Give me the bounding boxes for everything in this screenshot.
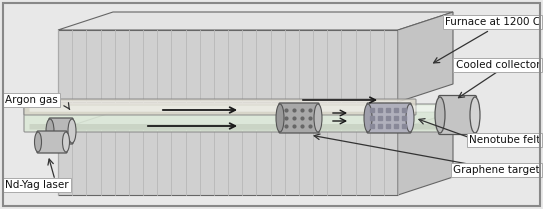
Ellipse shape: [435, 97, 445, 133]
Text: Furnace at 1200 C: Furnace at 1200 C: [445, 17, 540, 27]
FancyBboxPatch shape: [279, 103, 319, 133]
Ellipse shape: [364, 104, 372, 132]
Polygon shape: [398, 112, 453, 195]
Text: Cooled collector: Cooled collector: [456, 60, 540, 70]
FancyBboxPatch shape: [29, 124, 468, 130]
FancyBboxPatch shape: [29, 106, 468, 112]
Ellipse shape: [35, 132, 41, 152]
Text: Graphene target: Graphene target: [453, 165, 540, 175]
Polygon shape: [58, 130, 398, 195]
FancyBboxPatch shape: [37, 131, 67, 153]
Text: Nenotube felt: Nenotube felt: [469, 135, 540, 145]
Ellipse shape: [68, 119, 76, 143]
Text: Argon gas: Argon gas: [5, 95, 58, 105]
Ellipse shape: [46, 119, 54, 143]
Ellipse shape: [62, 132, 70, 152]
Text: Nd-Yag laser: Nd-Yag laser: [5, 180, 68, 190]
FancyBboxPatch shape: [30, 101, 411, 105]
FancyBboxPatch shape: [49, 118, 73, 144]
FancyBboxPatch shape: [24, 99, 416, 115]
Ellipse shape: [470, 97, 480, 133]
FancyBboxPatch shape: [367, 103, 411, 133]
Polygon shape: [58, 30, 398, 102]
Polygon shape: [58, 112, 453, 130]
Polygon shape: [398, 12, 453, 102]
Polygon shape: [58, 12, 453, 30]
Ellipse shape: [406, 104, 414, 132]
Ellipse shape: [314, 104, 322, 132]
Ellipse shape: [276, 104, 284, 132]
FancyBboxPatch shape: [24, 104, 473, 132]
FancyBboxPatch shape: [439, 96, 477, 135]
